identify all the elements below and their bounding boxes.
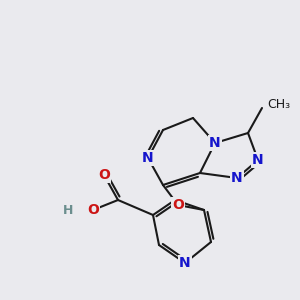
Text: O: O (98, 168, 110, 182)
Text: N: N (252, 153, 264, 167)
Text: N: N (142, 151, 154, 165)
Text: O: O (87, 203, 99, 217)
Text: N: N (179, 256, 191, 270)
Text: H: H (63, 203, 73, 217)
Text: O: O (172, 198, 184, 212)
Text: N: N (231, 171, 243, 185)
Text: N: N (209, 136, 221, 150)
Text: CH₃: CH₃ (267, 98, 290, 112)
